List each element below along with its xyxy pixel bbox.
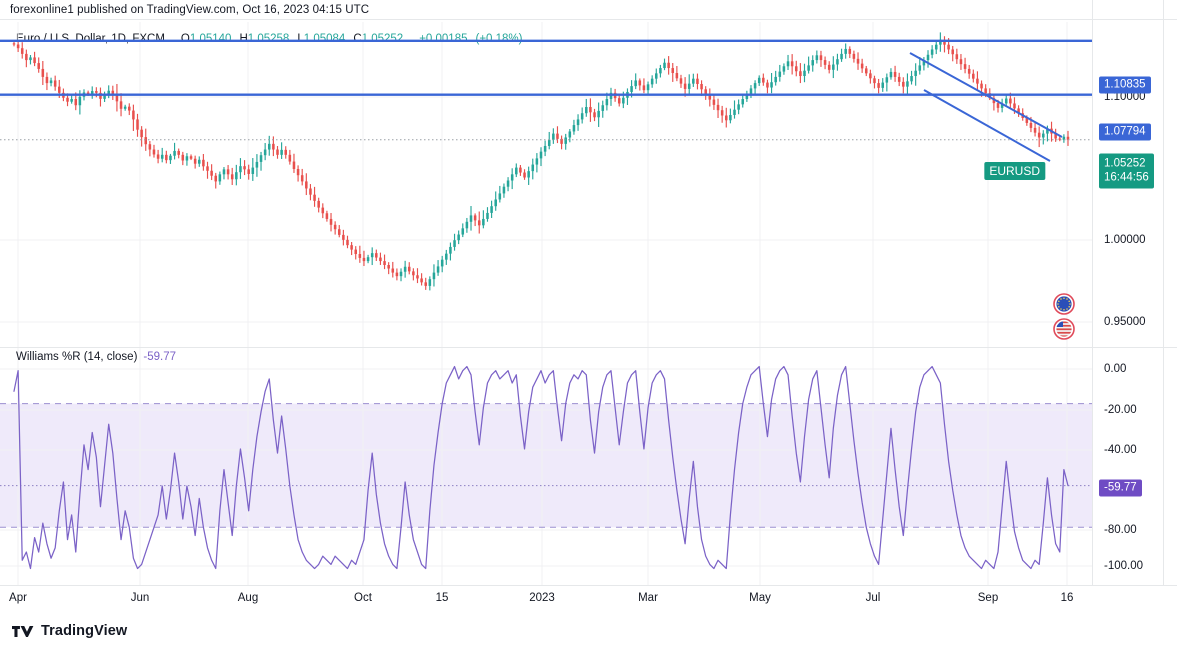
time-axis-label: May: [749, 592, 771, 604]
williams-r-pane[interactable]: [0, 348, 1092, 585]
time-axis-label: Apr: [9, 592, 27, 604]
indicator-axis-label: 0.00: [1104, 363, 1127, 375]
countdown-timer: 16:44:56: [1104, 171, 1149, 184]
indicator-axis-label: -20.00: [1104, 404, 1137, 416]
time-axis-label: 16: [1060, 592, 1074, 604]
time-axis-label: Sep: [977, 592, 999, 604]
time-axis-label: Aug: [237, 592, 259, 604]
resistance-level-badge[interactable]: 1.10835: [1099, 76, 1151, 94]
indicator-value-badge[interactable]: -59.77: [1099, 479, 1142, 497]
time-axis-label: Jun: [130, 592, 150, 604]
right-edge-divider: [1163, 0, 1164, 585]
pane-divider: [0, 347, 1177, 348]
header-divider: [0, 19, 1177, 20]
low-key: L: [297, 33, 304, 45]
open-key: O: [180, 33, 190, 45]
publisher-line: forexonline1 published on TradingView.co…: [10, 4, 370, 16]
indicator-value: -59.77: [143, 351, 177, 363]
current-price-badge[interactable]: 1.05252 16:44:56: [1099, 153, 1154, 189]
indicator-axis-label: -40.00: [1104, 444, 1137, 456]
tradingview-footer[interactable]: TradingView: [12, 623, 127, 639]
tradingview-brand: TradingView: [41, 623, 128, 639]
time-axis-divider: [0, 585, 1177, 586]
high-key: H: [239, 33, 248, 45]
time-axis-label: Oct: [354, 592, 372, 604]
time-axis-label: 2023: [529, 592, 555, 604]
symbol-price-tag[interactable]: EURUSD: [984, 162, 1045, 180]
price-axis-label: 1.10000: [1104, 91, 1146, 103]
williams-r-plot: [0, 348, 1092, 585]
eu-flag-icon[interactable]: [1053, 293, 1075, 315]
indicator-title: Williams %R (14, close): [16, 351, 138, 363]
support-level-badge[interactable]: 1.07794: [1099, 123, 1151, 141]
tradingview-logo-icon: [12, 625, 34, 637]
indicator-legend[interactable]: Williams %R (14, close) -59.77: [16, 351, 176, 363]
price-chart-pane[interactable]: [0, 22, 1092, 347]
time-axis-label: Mar: [638, 592, 658, 604]
indicator-axis-label: -80.00: [1104, 524, 1137, 536]
price-axis-label: 0.95000: [1104, 316, 1146, 328]
price-axis-divider: [1092, 0, 1093, 585]
price-plot: [0, 22, 1092, 347]
time-axis-label: 15: [435, 592, 449, 604]
us-flag-icon[interactable]: [1053, 318, 1075, 340]
price-axis-label: 1.00000: [1104, 234, 1146, 246]
time-axis-label: Jul: [865, 592, 881, 604]
current-price-value: 1.05252: [1104, 157, 1146, 170]
indicator-axis-label: -100.00: [1104, 560, 1144, 572]
close-key: C: [353, 33, 362, 45]
